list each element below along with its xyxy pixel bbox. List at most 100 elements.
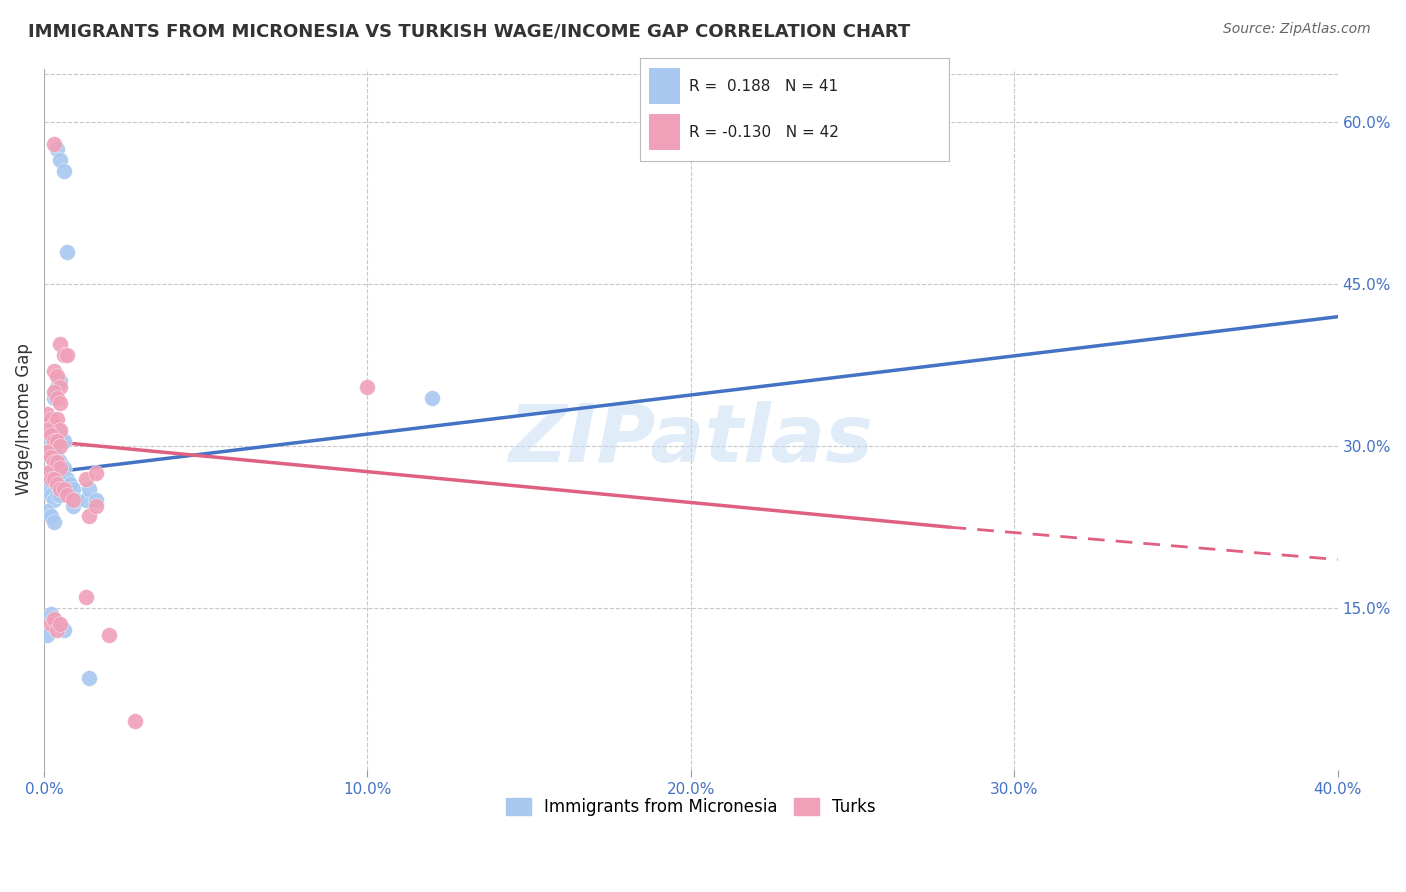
Point xyxy=(84,499,107,513)
Point xyxy=(75,472,97,486)
Point xyxy=(75,591,97,605)
Point xyxy=(55,244,77,259)
Point xyxy=(49,477,72,491)
Point xyxy=(79,483,101,497)
Point xyxy=(46,423,69,437)
Point xyxy=(42,137,65,152)
Point xyxy=(84,467,107,481)
Point xyxy=(42,439,65,453)
Text: IMMIGRANTS FROM MICRONESIA VS TURKISH WAGE/INCOME GAP CORRELATION CHART: IMMIGRANTS FROM MICRONESIA VS TURKISH WA… xyxy=(28,22,910,40)
Text: R =  0.188   N = 41: R = 0.188 N = 41 xyxy=(689,78,838,94)
Point xyxy=(46,450,69,464)
Point xyxy=(52,164,75,178)
Point xyxy=(49,380,72,394)
Point xyxy=(52,434,75,448)
Point xyxy=(97,628,120,642)
Point xyxy=(49,439,72,453)
FancyBboxPatch shape xyxy=(650,114,681,150)
Point xyxy=(37,504,59,518)
Point xyxy=(39,607,62,621)
Point xyxy=(46,617,69,632)
Point xyxy=(46,434,69,448)
Point xyxy=(49,483,72,497)
Point xyxy=(124,714,146,729)
Point xyxy=(84,493,107,508)
Point xyxy=(39,428,62,442)
Legend: Immigrants from Micronesia, Turks: Immigrants from Micronesia, Turks xyxy=(498,790,884,825)
Point xyxy=(37,423,59,437)
Point xyxy=(42,364,65,378)
Point xyxy=(42,455,65,469)
Point xyxy=(79,671,101,685)
Point xyxy=(39,450,62,464)
Point xyxy=(52,460,75,475)
Point xyxy=(42,417,65,432)
Point xyxy=(62,499,84,513)
FancyBboxPatch shape xyxy=(650,69,681,104)
Point xyxy=(42,493,65,508)
Point xyxy=(52,347,75,361)
Point xyxy=(52,477,75,491)
Point xyxy=(59,477,82,491)
Point xyxy=(49,153,72,168)
Point xyxy=(49,488,72,502)
Point xyxy=(46,623,69,637)
Point xyxy=(39,488,62,502)
Point xyxy=(55,347,77,361)
Point xyxy=(55,488,77,502)
Point xyxy=(49,375,72,389)
Point xyxy=(49,336,72,351)
Point xyxy=(52,623,75,637)
Point xyxy=(42,391,65,405)
Text: Source: ZipAtlas.com: Source: ZipAtlas.com xyxy=(1223,22,1371,37)
Point xyxy=(46,380,69,394)
Text: R = -0.130   N = 42: R = -0.130 N = 42 xyxy=(689,125,839,140)
Point xyxy=(75,493,97,508)
Point xyxy=(55,472,77,486)
Point xyxy=(39,412,62,426)
Point xyxy=(37,628,59,642)
Point xyxy=(37,444,59,458)
Point xyxy=(42,434,65,448)
Point xyxy=(39,472,62,486)
Point xyxy=(46,467,69,481)
Point xyxy=(42,385,65,400)
Point xyxy=(37,467,59,481)
Point xyxy=(46,143,69,157)
Point xyxy=(49,455,72,469)
Point xyxy=(39,509,62,524)
Point xyxy=(420,391,443,405)
Point xyxy=(37,407,59,421)
Point xyxy=(49,396,72,410)
Point xyxy=(79,509,101,524)
Point xyxy=(42,472,65,486)
Point xyxy=(37,428,59,442)
Point xyxy=(46,412,69,426)
Point xyxy=(37,483,59,497)
Point xyxy=(37,444,59,458)
Y-axis label: Wage/Income Gap: Wage/Income Gap xyxy=(15,343,32,495)
Point xyxy=(39,434,62,448)
Point xyxy=(42,515,65,529)
Point xyxy=(42,455,65,469)
Point xyxy=(46,477,69,491)
Point xyxy=(49,423,72,437)
Point xyxy=(42,472,65,486)
Point xyxy=(39,450,62,464)
Point xyxy=(52,483,75,497)
Point xyxy=(62,483,84,497)
Point xyxy=(37,467,59,481)
Point xyxy=(62,493,84,508)
Point xyxy=(46,455,69,469)
Point xyxy=(65,493,87,508)
Point xyxy=(356,380,378,394)
Point xyxy=(49,428,72,442)
Point xyxy=(42,612,65,626)
Point xyxy=(49,617,72,632)
Point xyxy=(46,488,69,502)
Point xyxy=(39,617,62,632)
Point xyxy=(46,369,69,384)
Point xyxy=(46,391,69,405)
Text: ZIPatlas: ZIPatlas xyxy=(509,401,873,479)
Point xyxy=(49,460,72,475)
